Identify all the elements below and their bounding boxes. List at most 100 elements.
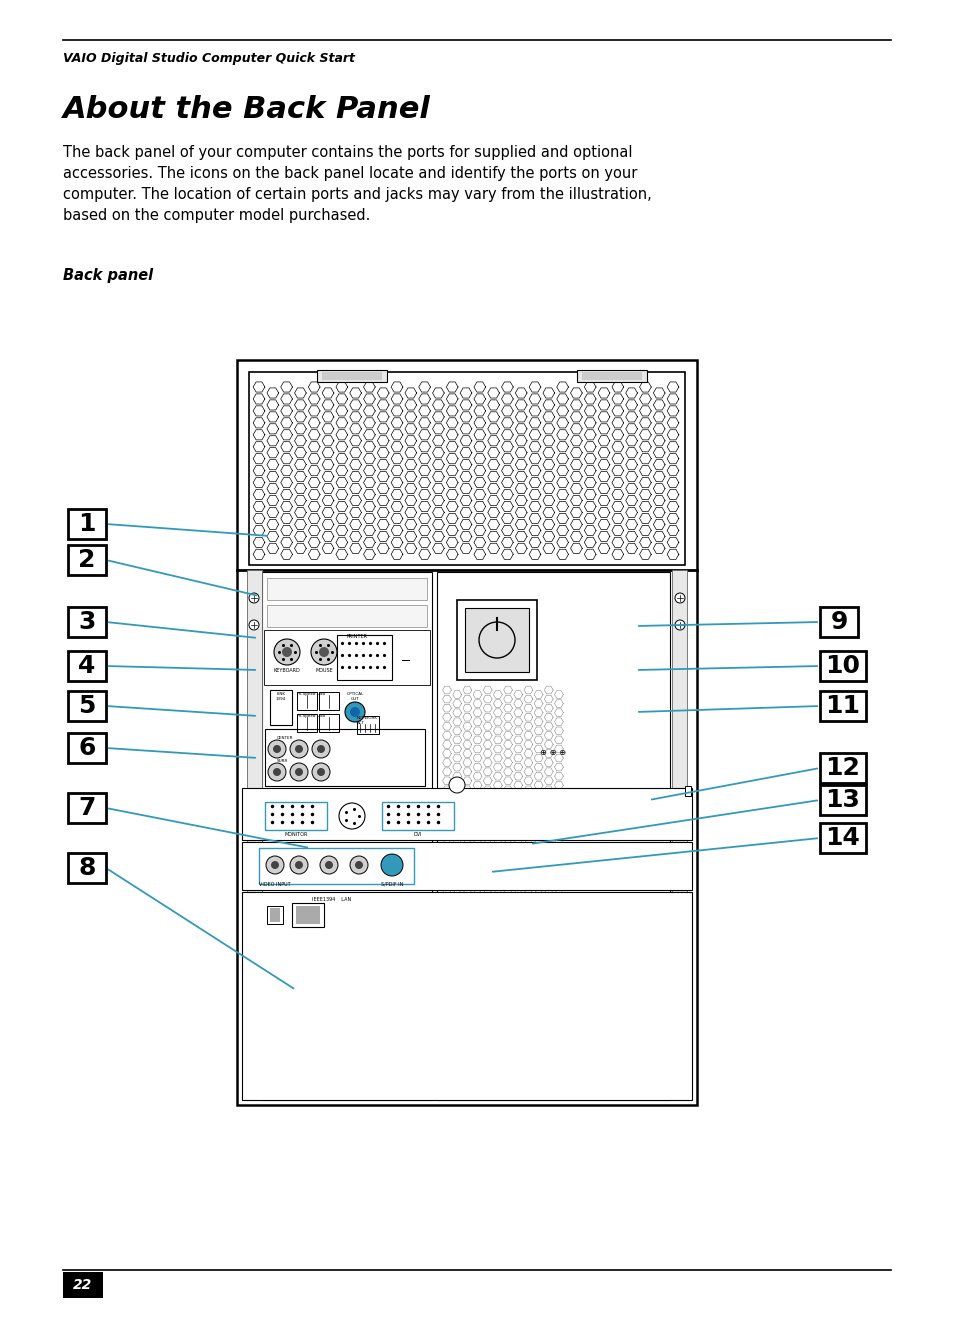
Text: 12: 12 bbox=[824, 756, 860, 780]
Circle shape bbox=[675, 620, 684, 630]
Circle shape bbox=[675, 594, 684, 603]
Bar bbox=[68, 545, 106, 575]
Bar bbox=[270, 909, 280, 922]
Circle shape bbox=[271, 862, 278, 870]
Text: SURR: SURR bbox=[276, 758, 288, 762]
Bar bbox=[68, 651, 106, 681]
Text: 11: 11 bbox=[824, 694, 860, 718]
Bar bbox=[381, 803, 454, 829]
Circle shape bbox=[316, 745, 325, 753]
Bar bbox=[68, 733, 106, 762]
Bar bbox=[242, 892, 691, 1100]
Bar bbox=[258, 848, 414, 884]
Circle shape bbox=[355, 862, 363, 870]
Text: 14: 14 bbox=[824, 825, 860, 850]
Bar bbox=[581, 373, 641, 381]
Text: 1: 1 bbox=[78, 512, 95, 536]
Bar bbox=[242, 788, 691, 840]
Text: 8: 8 bbox=[78, 856, 95, 880]
Circle shape bbox=[294, 745, 303, 753]
Bar bbox=[356, 716, 378, 734]
Text: PRINTER: PRINTER bbox=[346, 634, 367, 639]
Circle shape bbox=[290, 762, 308, 781]
Bar bbox=[820, 651, 865, 681]
Text: NETWORK
ACT: NETWORK ACT bbox=[356, 716, 377, 725]
Text: 7: 7 bbox=[78, 796, 95, 820]
Bar bbox=[247, 570, 262, 1100]
Text: 10: 10 bbox=[824, 654, 860, 678]
Bar bbox=[295, 906, 319, 925]
Circle shape bbox=[249, 594, 258, 603]
Circle shape bbox=[350, 708, 359, 717]
Circle shape bbox=[273, 768, 281, 776]
Bar bbox=[68, 509, 106, 539]
Bar bbox=[265, 729, 424, 787]
Text: OPTICAL
OUT: OPTICAL OUT bbox=[346, 691, 363, 701]
Bar bbox=[68, 691, 106, 721]
Circle shape bbox=[380, 854, 402, 876]
Bar bbox=[249, 373, 684, 565]
Circle shape bbox=[311, 639, 336, 665]
Bar bbox=[684, 787, 690, 796]
Text: Hi-Speed USB: Hi-Speed USB bbox=[296, 691, 325, 695]
Text: 2: 2 bbox=[78, 548, 95, 572]
Bar bbox=[68, 854, 106, 883]
Circle shape bbox=[316, 768, 325, 776]
Circle shape bbox=[290, 740, 308, 758]
Circle shape bbox=[319, 856, 337, 874]
Text: 4: 4 bbox=[78, 654, 95, 678]
Text: IEEE1394    LAN: IEEE1394 LAN bbox=[312, 896, 351, 902]
Bar bbox=[436, 572, 669, 1100]
Bar bbox=[68, 793, 106, 823]
Circle shape bbox=[249, 620, 258, 630]
Bar bbox=[820, 607, 857, 636]
Text: 6: 6 bbox=[78, 736, 95, 760]
Circle shape bbox=[312, 762, 330, 781]
Circle shape bbox=[345, 702, 365, 722]
Bar bbox=[63, 1272, 103, 1298]
Text: S/PDIF IN: S/PDIF IN bbox=[380, 882, 403, 887]
Circle shape bbox=[282, 647, 292, 657]
Text: 9: 9 bbox=[829, 610, 847, 634]
Bar bbox=[820, 823, 865, 854]
Bar bbox=[267, 578, 427, 600]
Bar bbox=[820, 691, 865, 721]
Circle shape bbox=[294, 768, 303, 776]
Bar bbox=[671, 570, 686, 1100]
Bar bbox=[296, 691, 316, 710]
Circle shape bbox=[449, 777, 464, 793]
Bar bbox=[267, 604, 427, 627]
Bar bbox=[318, 691, 338, 710]
Text: 3: 3 bbox=[78, 610, 95, 634]
Bar bbox=[270, 690, 292, 725]
Circle shape bbox=[325, 862, 333, 870]
Bar bbox=[464, 608, 529, 671]
Circle shape bbox=[266, 856, 284, 874]
Circle shape bbox=[268, 762, 286, 781]
Bar bbox=[262, 572, 432, 1100]
Bar bbox=[236, 360, 697, 1106]
Circle shape bbox=[273, 745, 281, 753]
Bar bbox=[316, 370, 387, 382]
Bar bbox=[318, 714, 338, 732]
Text: 13: 13 bbox=[824, 788, 860, 812]
Text: VIDEO INPUT: VIDEO INPUT bbox=[258, 882, 291, 887]
Circle shape bbox=[294, 862, 303, 870]
Text: About the Back Panel: About the Back Panel bbox=[63, 95, 431, 125]
Bar bbox=[267, 906, 283, 925]
Text: Back panel: Back panel bbox=[63, 268, 153, 283]
Bar bbox=[456, 600, 537, 679]
Text: 22: 22 bbox=[73, 1278, 92, 1292]
Text: MONITOR: MONITOR bbox=[284, 832, 308, 838]
Circle shape bbox=[318, 647, 329, 657]
Text: KEYBOARD: KEYBOARD bbox=[274, 669, 300, 673]
Text: Hi-Speed USB: Hi-Speed USB bbox=[296, 714, 325, 718]
Bar bbox=[820, 753, 865, 783]
Text: CENTER: CENTER bbox=[276, 736, 294, 740]
Bar bbox=[242, 842, 691, 890]
Text: LINK
1394: LINK 1394 bbox=[275, 691, 286, 701]
Text: ⊕ ⊕ ⊕: ⊕ ⊕ ⊕ bbox=[539, 748, 566, 757]
Bar bbox=[296, 714, 316, 732]
Bar bbox=[577, 370, 646, 382]
Text: DVI: DVI bbox=[414, 832, 422, 838]
